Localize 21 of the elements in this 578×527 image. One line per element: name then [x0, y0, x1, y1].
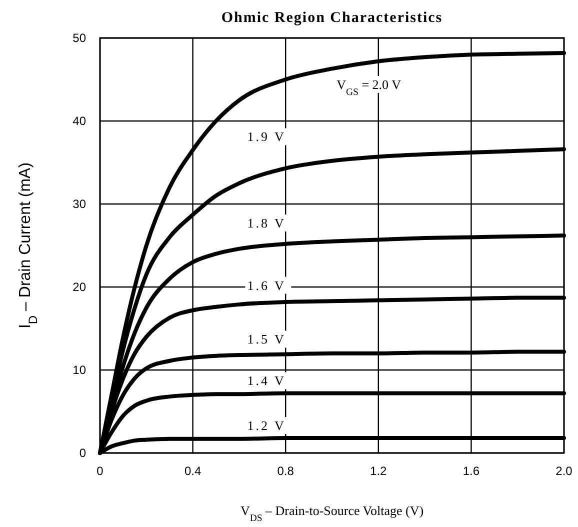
chart-title: Ohmic Region Characteristics — [221, 10, 443, 26]
y-tick-label: 0 — [79, 446, 86, 460]
y-tick-label: 30 — [72, 197, 86, 211]
x-tick-label: 2.0 — [556, 464, 573, 478]
x-tick-label: 0.4 — [184, 464, 202, 478]
annotation: 1.6 V — [247, 278, 286, 293]
x-tick-label: 0 — [96, 464, 104, 478]
y-tick-label: 50 — [72, 31, 86, 45]
y-tick-label: 20 — [72, 280, 86, 294]
x-axis-title: V$_{DS}$ – Drain-to-Source Voltage (V) — [240, 503, 424, 524]
y-tick-label: 40 — [72, 114, 86, 128]
annotation: 1.2 V — [247, 418, 286, 434]
x-tick-label: 1.2 — [370, 464, 388, 478]
y-tick-label: 10 — [72, 363, 86, 377]
annotation: 1.9 V — [247, 129, 286, 144]
x-tick-label: 1.6 — [462, 464, 480, 478]
x-tick-label: 0.8 — [277, 464, 294, 478]
annotation: V$_{GS}$ = 2.0 V — [336, 76, 402, 98]
annotation: 1.4 V — [247, 373, 286, 388]
annotation: 1.5 V — [247, 332, 286, 347]
annotation: 1.8 V — [247, 216, 286, 231]
